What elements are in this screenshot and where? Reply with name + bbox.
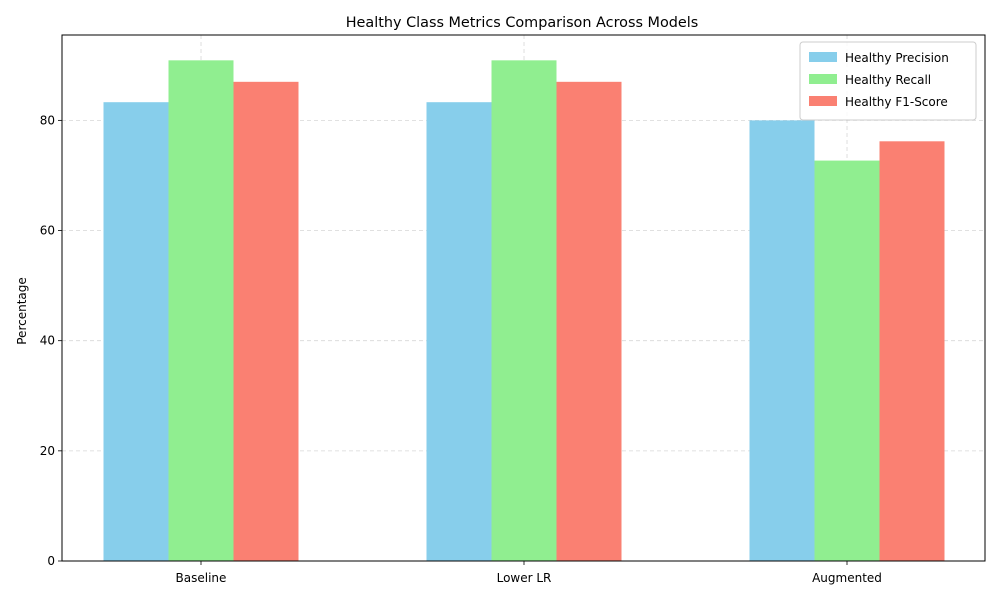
legend-box [799, 41, 977, 121]
bar-healthy-precision-lower-lr [426, 102, 492, 562]
bar-healthy-f1-score-augmented [879, 141, 945, 561]
bar-healthy-precision-augmented [749, 120, 815, 561]
legend-swatch [809, 96, 837, 106]
x-tick-label: Augmented [812, 571, 882, 585]
legend-label: Healthy Precision [845, 51, 949, 65]
y-tick-label: 80 [40, 113, 55, 127]
legend-label: Healthy F1-Score [845, 95, 948, 109]
bar-healthy-f1-score-baseline [233, 81, 299, 561]
chart-title: Healthy Class Metrics Comparison Across … [346, 15, 699, 31]
bar-healthy-precision-baseline [103, 102, 169, 562]
bars-layer [103, 60, 945, 562]
bar-healthy-recall-baseline [168, 60, 234, 562]
legend-swatch [809, 74, 837, 84]
legend: Healthy Precision Healthy Recall Healthy F… [799, 41, 977, 121]
axes-layer [61, 34, 986, 562]
bar-healthy-recall-lower-lr [491, 60, 557, 562]
y-tick-label: 60 [40, 224, 55, 238]
legend-label: Healthy Recall [845, 73, 931, 87]
x-tick-label: Lower LR [497, 571, 552, 585]
legend-swatch [809, 52, 837, 62]
bar-healthy-recall-augmented [814, 160, 880, 562]
y-axis-title: Percentage [15, 277, 29, 345]
bar-healthy-f1-score-lower-lr [556, 81, 622, 561]
x-tick-label: Baseline [176, 571, 227, 585]
ticks-layer: 0 20 40 60 80 Baseline Lower LR Augmented [40, 113, 882, 585]
y-tick-label: 40 [40, 334, 55, 348]
y-tick-label: 0 [47, 554, 55, 568]
y-tick-label: 20 [40, 444, 55, 458]
plot-frame [61, 34, 986, 562]
